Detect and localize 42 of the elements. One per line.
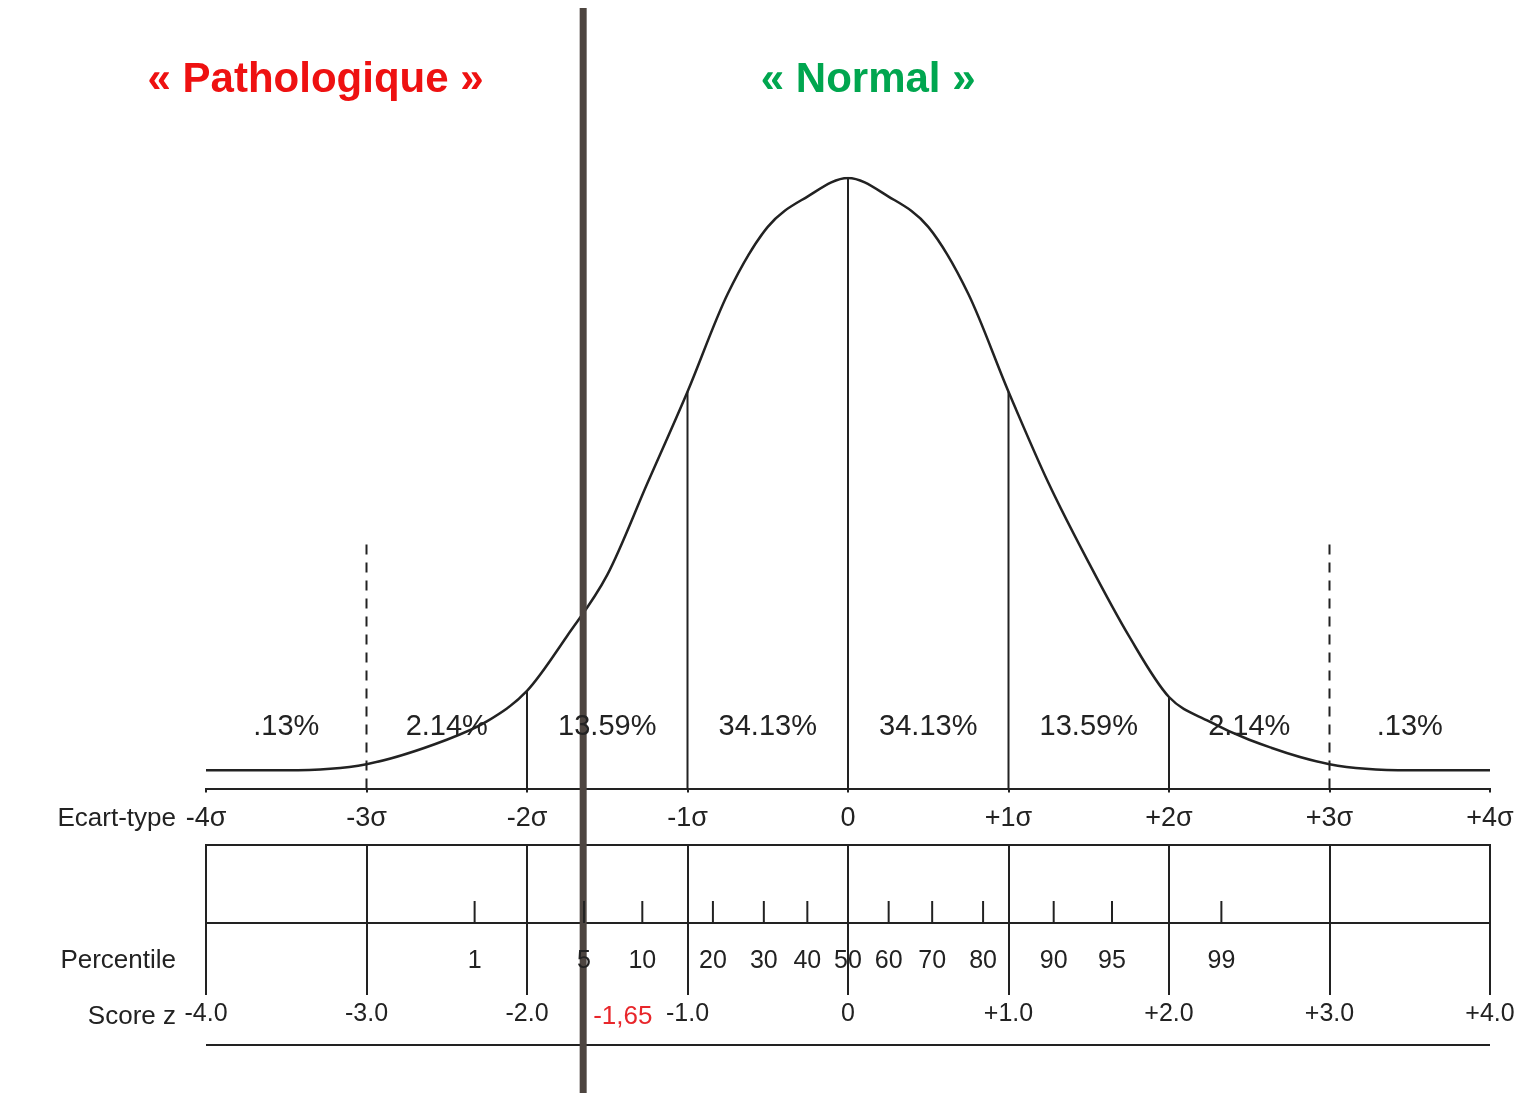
text: 95 (1098, 944, 1126, 973)
x-axis-title: Ecart-type (57, 801, 176, 832)
text: 90 (1039, 944, 1068, 973)
x2-tick-label: -3.0 (344, 997, 389, 1026)
text: 1 (467, 944, 482, 973)
annotation: 34.13% (879, 708, 978, 741)
text: 10 (628, 944, 657, 973)
annotation: 2.14% (405, 708, 488, 741)
text: « Normal » (760, 53, 976, 101)
x2-tick-label: +1.0 (983, 997, 1034, 1026)
x2-tick-label: -4.0 (184, 997, 228, 1026)
x-tick-label: +4σ (1466, 802, 1515, 833)
text: 30 (749, 944, 778, 973)
text: « Pathologique » (147, 53, 484, 101)
text: 99 (1207, 944, 1236, 973)
ref-line-label: -1,65 (593, 1000, 653, 1031)
annotation: 34.13% (718, 708, 817, 741)
annotation: .13% (253, 708, 320, 741)
x-tick-label: +2σ (1145, 802, 1194, 833)
x-tick-label: -2σ (506, 802, 548, 833)
x2-tick-label: -2.0 (505, 997, 549, 1026)
x2-tick-label: +2.0 (1144, 997, 1194, 1026)
annotation: .13% (1376, 708, 1443, 741)
x2-axis-title: Score z (87, 1000, 176, 1031)
x-tick-label: +1σ (984, 802, 1033, 833)
x-tick-label: 0 (840, 802, 856, 833)
x2-tick-label: +4.0 (1465, 997, 1515, 1026)
x-tick-label: +3σ (1305, 802, 1354, 833)
x-tick-label: -1σ (667, 802, 709, 833)
text: 20 (699, 944, 727, 973)
x2-tick-label: 0 (841, 997, 855, 1026)
text: 60 (874, 944, 903, 973)
text: 40 (793, 944, 822, 973)
x2-tick-label: +3.0 (1304, 997, 1355, 1026)
x-tick-label: -4σ (185, 802, 227, 833)
x-tick-label: -3σ (346, 802, 388, 833)
annotation: 13.59% (1039, 708, 1138, 741)
text: 80 (969, 944, 997, 973)
annotation: 2.14% (1208, 708, 1291, 741)
x2-tick-label: -1.0 (665, 997, 710, 1026)
text: Percentile (60, 944, 176, 975)
text: 70 (918, 944, 947, 973)
